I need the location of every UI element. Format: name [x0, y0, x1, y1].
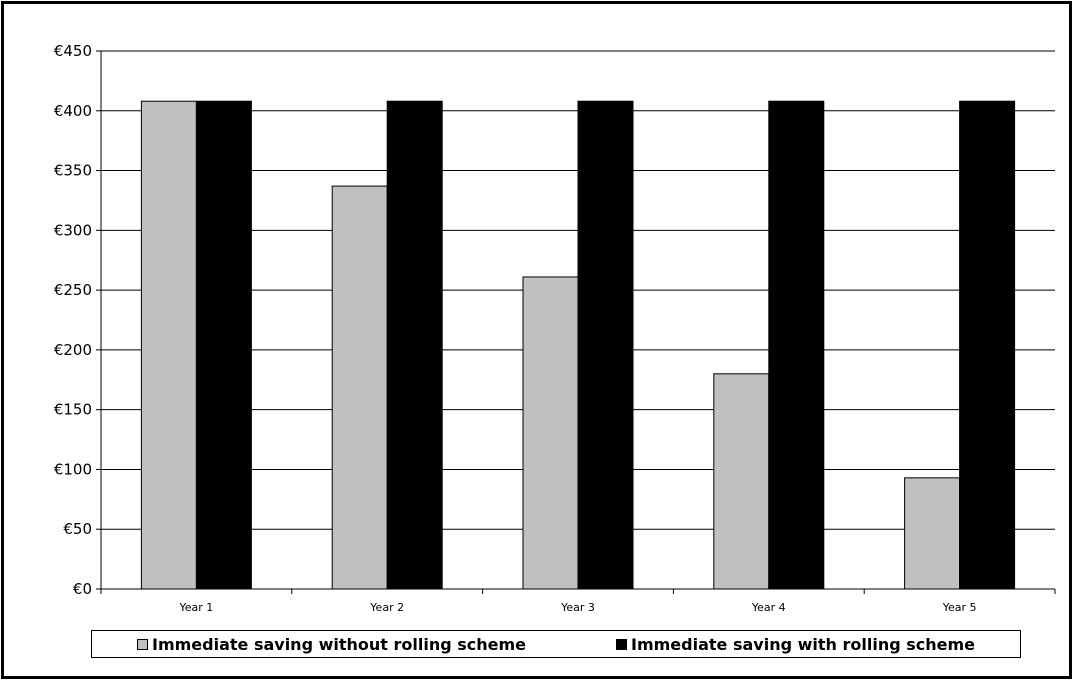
bar-without-rolling	[140, 100, 197, 590]
bar-with-rolling	[959, 100, 1016, 590]
bar-without-rolling	[713, 373, 770, 590]
x-tick-label: Year 5	[942, 601, 977, 614]
bar-with-rolling	[768, 100, 825, 590]
y-tick-label: €450	[54, 42, 92, 60]
legend: Immediate saving without rolling scheme …	[91, 630, 1021, 658]
bar-with-rolling	[386, 100, 443, 590]
legend-label-with-rolling: Immediate saving with rolling scheme	[631, 634, 975, 654]
y-tick-label: €250	[54, 281, 92, 299]
bar-without-rolling	[331, 185, 388, 590]
y-tick-label: €300	[54, 221, 92, 239]
bar-with-rolling	[195, 100, 252, 590]
legend-swatch-with-rolling	[616, 638, 627, 650]
legend-entry-without-rolling: Immediate saving without rolling scheme	[136, 634, 527, 654]
legend-entry-with-rolling: Immediate saving with rolling scheme	[616, 635, 975, 654]
x-tick-label: Year 1	[179, 601, 214, 614]
x-tick-label: Year 3	[560, 601, 595, 614]
bars	[140, 100, 1016, 590]
y-tick-label: €150	[54, 401, 92, 419]
bar-without-rolling	[522, 276, 579, 590]
y-tick-label: €400	[54, 102, 92, 120]
y-tick-label: €350	[54, 162, 92, 180]
legend-label-without-rolling: Immediate saving without rolling scheme	[151, 634, 527, 654]
x-tick-label: Year 4	[751, 601, 786, 614]
y-tick-label: €100	[54, 460, 92, 478]
x-tick-label: Year 2	[369, 601, 404, 614]
bar-without-rolling	[904, 477, 961, 590]
x-axis: Year 1 Year 2 Year 3 Year 4 Year 5	[100, 51, 1056, 614]
bar-with-rolling	[577, 100, 634, 590]
y-tick-label: €200	[54, 341, 92, 359]
y-axis-ticks: €0 €50 €100 €150 €200 €250 €300 €350 €400 €450	[54, 42, 101, 598]
legend-swatch-without-rolling	[136, 638, 148, 650]
y-tick-label: €50	[63, 520, 92, 538]
y-tick-label: €0	[73, 580, 92, 598]
